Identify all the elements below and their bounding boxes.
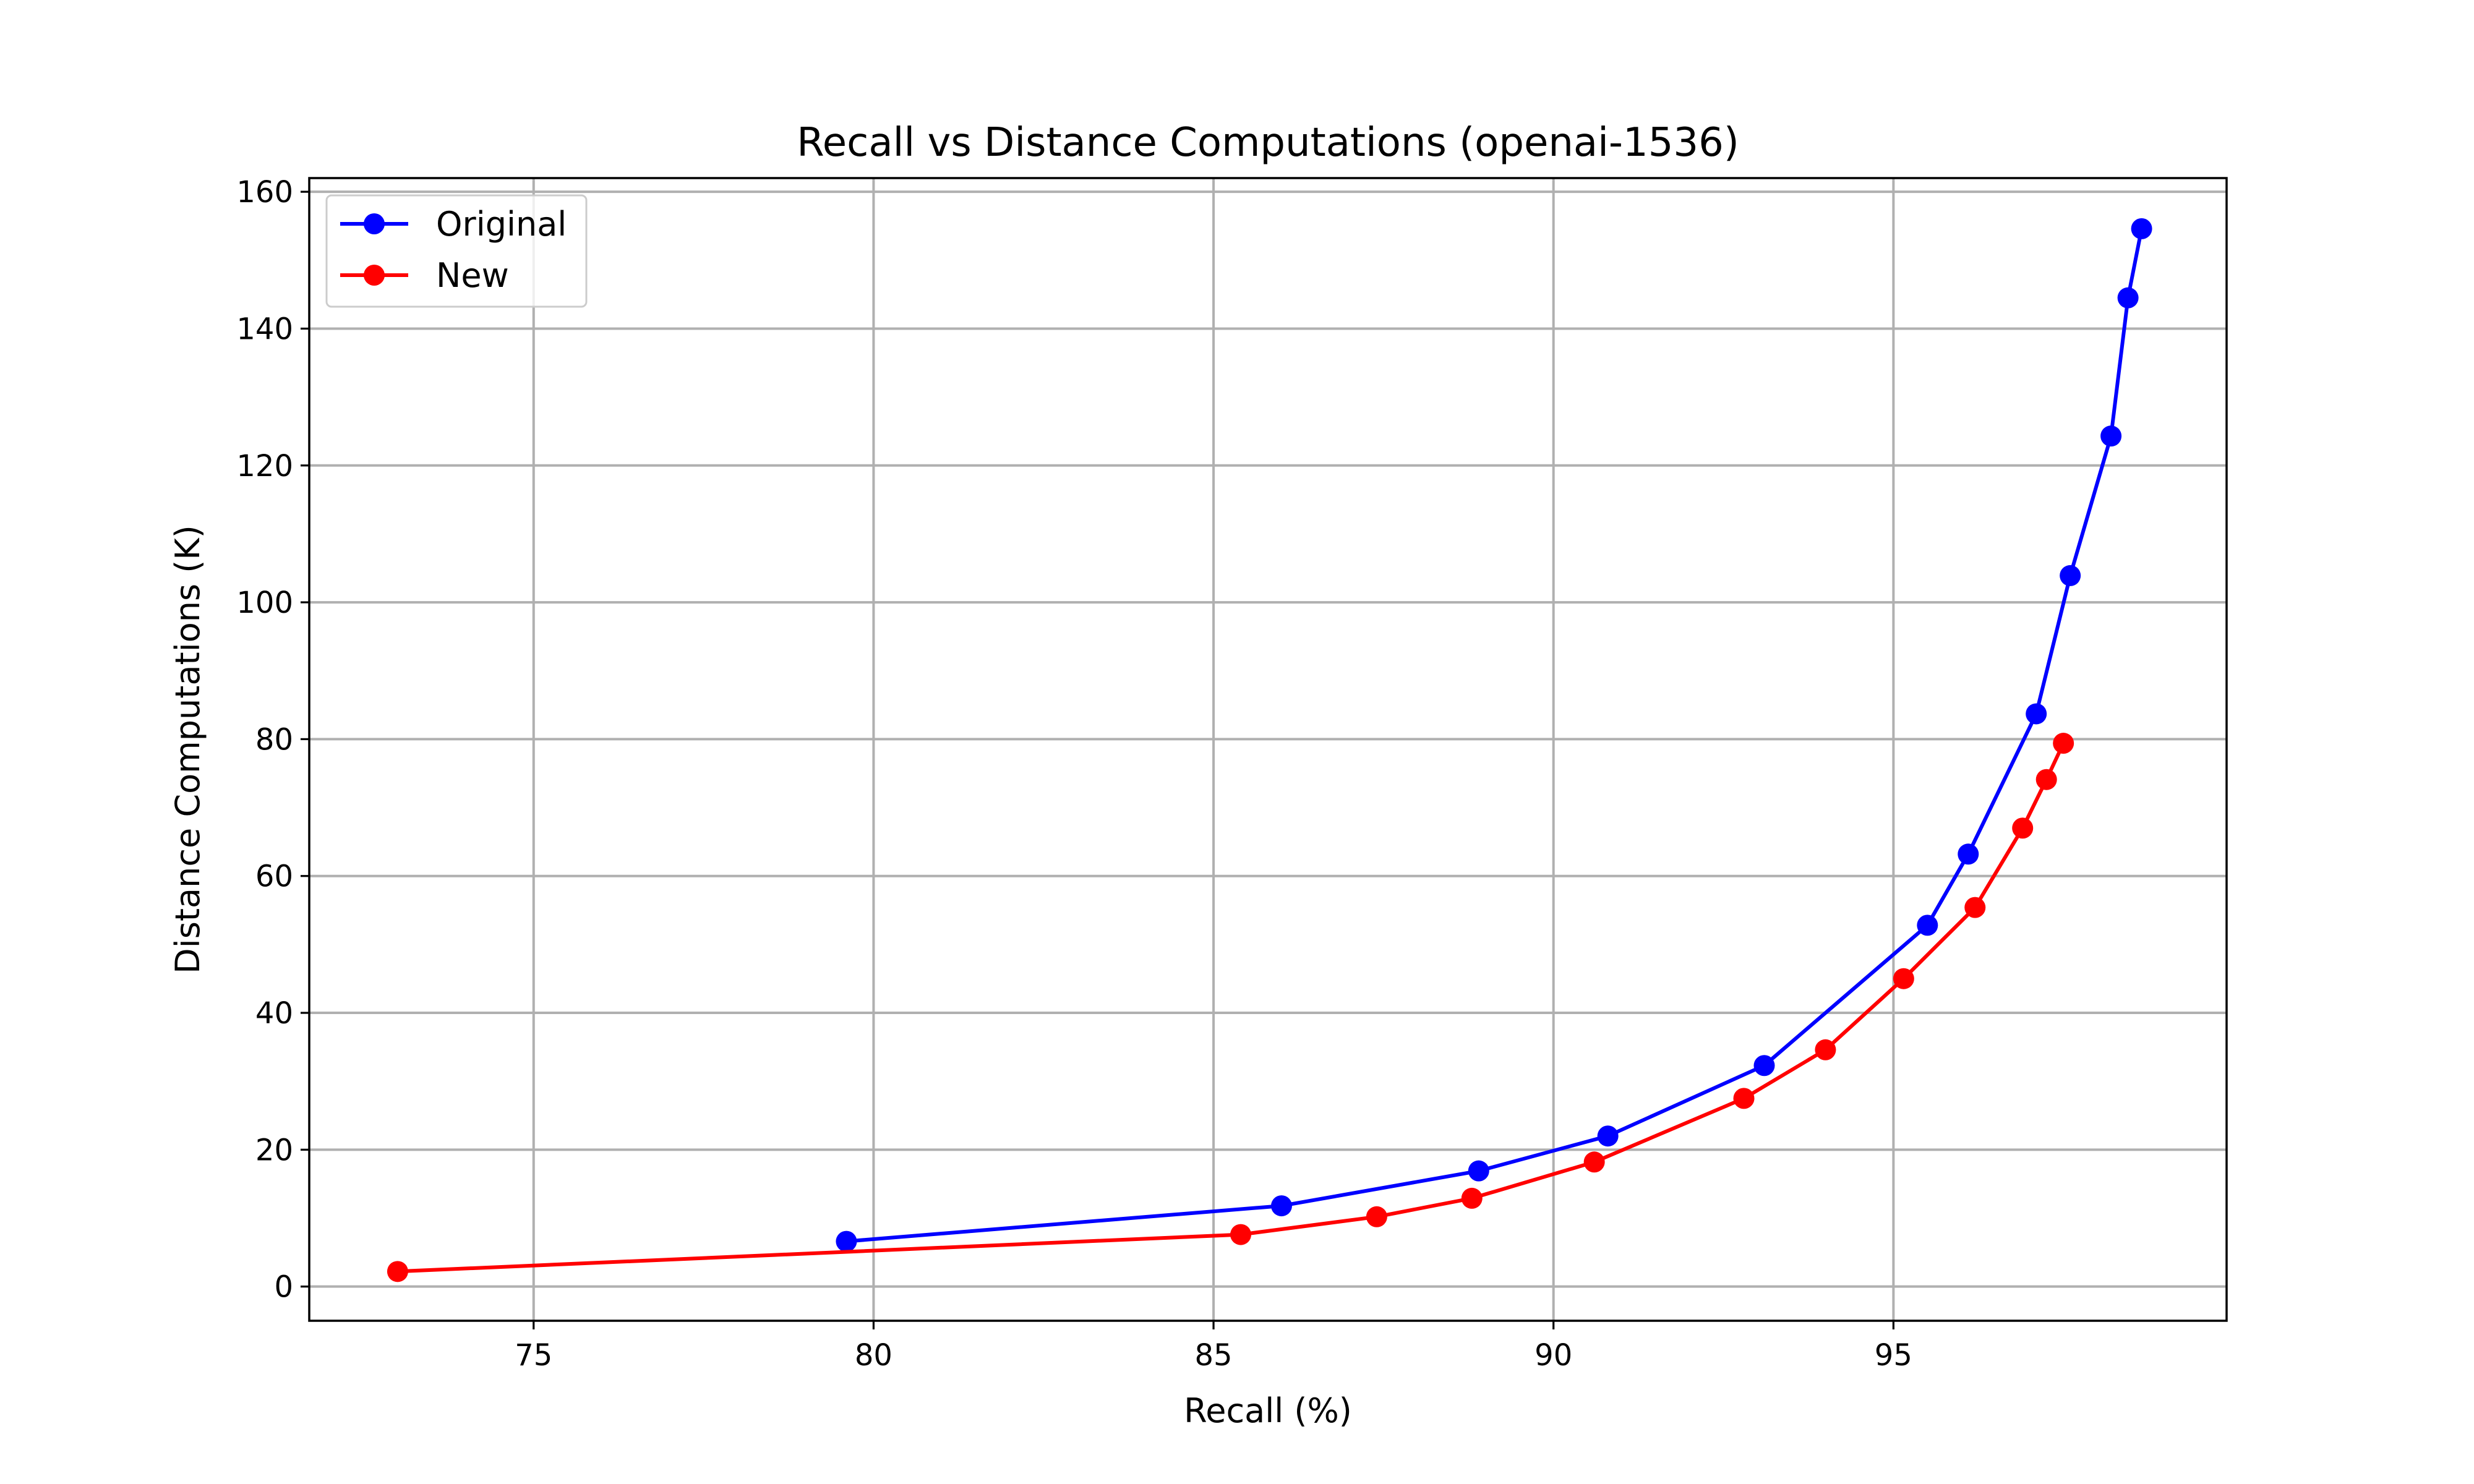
data-point-original	[1917, 915, 1938, 936]
data-point-new	[1964, 897, 1986, 918]
data-point-new	[1815, 1039, 1836, 1060]
data-point-new	[1893, 968, 1914, 989]
x-axis-label: Recall (%)	[1184, 1391, 1352, 1430]
data-point-original	[1468, 1160, 1489, 1182]
data-point-original	[2131, 218, 2152, 239]
legend-label-original: Original	[436, 205, 567, 244]
y-axis-label: Distance Computations (K)	[168, 525, 207, 974]
x-tick-label: 90	[1534, 1338, 1572, 1373]
data-point-original	[1958, 843, 1979, 865]
data-point-new	[1733, 1088, 1755, 1109]
data-point-original	[2060, 565, 2081, 586]
data-point-original	[836, 1230, 857, 1252]
y-tick-label: 0	[274, 1270, 293, 1305]
chart-title: Recall vs Distance Computations (openai-…	[797, 120, 1739, 166]
y-tick-label: 40	[255, 996, 293, 1031]
data-point-original	[2117, 287, 2139, 309]
x-tick-label: 75	[515, 1338, 552, 1373]
data-point-new	[2035, 769, 2057, 790]
grid	[309, 178, 2227, 1321]
legend-label-new: New	[436, 256, 509, 295]
legend-marker-original	[364, 213, 385, 234]
series-line-original	[846, 228, 2144, 1243]
data-point-new	[387, 1261, 408, 1282]
data-point-new	[2012, 817, 2034, 839]
data-point-original	[1597, 1125, 1619, 1147]
legend-marker-new	[364, 265, 385, 286]
plot-frame	[308, 177, 2228, 1322]
data-point-new	[1366, 1206, 1387, 1227]
data-point-new	[1230, 1224, 1252, 1245]
data-point-new	[1583, 1151, 1605, 1173]
data-point-original	[2026, 703, 2047, 725]
series-layer	[387, 218, 2152, 1282]
x-tick-label: 80	[855, 1338, 892, 1373]
data-point-original	[1753, 1055, 1775, 1077]
y-tick-label: 80	[255, 722, 293, 757]
ticks: 75 80 85 90 95 0 20 40 60 80 100 120 140 160	[236, 175, 1912, 1373]
y-tick-label: 100	[236, 586, 293, 620]
data-point-original	[2100, 425, 2122, 447]
data-point-new	[1461, 1187, 1483, 1209]
x-tick-label: 95	[1875, 1338, 1912, 1373]
legend: Original New	[325, 194, 588, 308]
y-tick-label: 160	[236, 175, 293, 210]
x-tick-label: 85	[1195, 1338, 1233, 1373]
data-point-new	[2053, 733, 2074, 754]
y-tick-label: 120	[236, 449, 293, 484]
y-tick-label: 20	[255, 1133, 293, 1167]
data-point-original	[1270, 1195, 1292, 1217]
y-tick-label: 140	[236, 312, 293, 346]
y-tick-label: 60	[255, 859, 293, 894]
